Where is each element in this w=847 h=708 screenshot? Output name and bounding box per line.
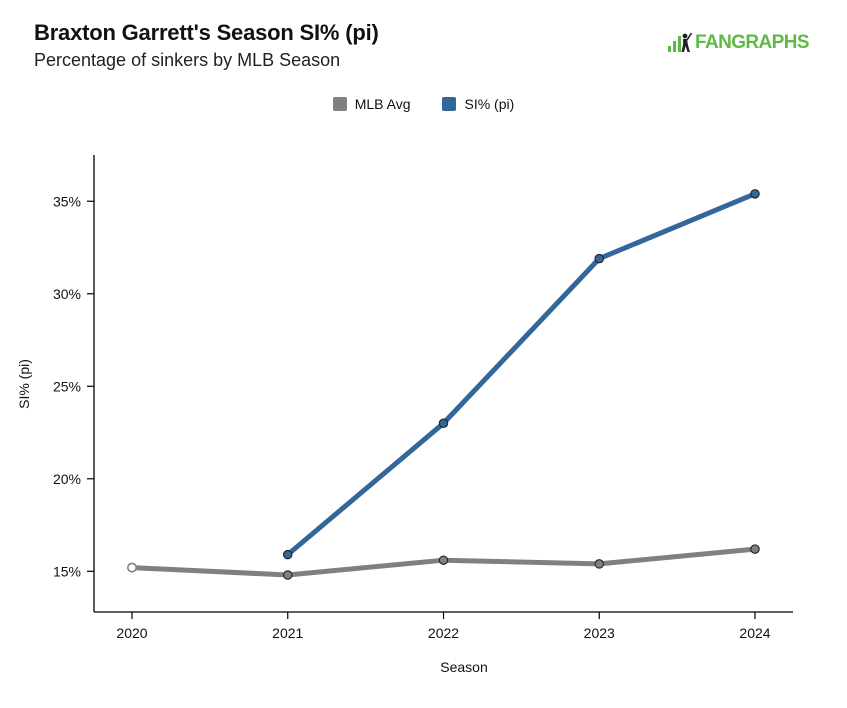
data-point-mlb-avg[interactable]: [438, 555, 449, 565]
legend-label-si-pi: SI% (pi): [464, 96, 515, 112]
data-point-si-pi[interactable]: [282, 549, 293, 560]
chart-subtitle: Percentage of sinkers by MLB Season: [34, 50, 341, 70]
x-tick-label: 2024: [739, 625, 770, 641]
x-axis-ticks: 2020 2021 2022 2023 2024: [116, 612, 771, 641]
x-tick-label: 2020: [116, 625, 147, 641]
fangraphs-logo-text: FANGRAPHS: [695, 32, 809, 53]
data-point-mlb-avg[interactable]: [594, 559, 604, 569]
data-point-mlb-avg[interactable]: [282, 570, 293, 580]
legend-swatch-si-pi: [442, 97, 457, 111]
y-tick-label: 15%: [53, 563, 81, 579]
chart-title: Braxton Garrett's Season SI% (pi): [34, 20, 379, 45]
data-point-si-pi[interactable]: [438, 418, 449, 429]
data-point-si-pi[interactable]: [750, 189, 760, 199]
fangraphs-logo-icon: [668, 32, 692, 52]
y-tick-label: 35%: [53, 193, 81, 209]
x-tick-label: 2021: [272, 625, 303, 641]
legend: MLB Avg SI% (pi): [0, 96, 847, 112]
data-point-mlb-avg[interactable]: [127, 562, 138, 573]
data-point-si-pi[interactable]: [594, 253, 604, 264]
y-axis-ticks: 15% 20% 25% 30% 35%: [53, 193, 94, 579]
x-tick-label: 2023: [584, 625, 615, 641]
x-axis-label: Season: [440, 659, 487, 675]
y-axis-label: SI% (pi): [16, 359, 32, 409]
legend-label-mlb-avg: MLB Avg: [354, 96, 411, 112]
legend-swatch-mlb-avg: [332, 97, 347, 111]
data-point-mlb-avg[interactable]: [750, 544, 760, 554]
y-tick-label: 30%: [53, 286, 81, 302]
y-tick-label: 25%: [53, 378, 81, 394]
legend-item-si-pi[interactable]: SI% (pi): [442, 96, 514, 112]
legend-item-mlb-avg[interactable]: MLB Avg: [332, 96, 411, 112]
fangraphs-logo[interactable]: FANGRAPHS: [668, 31, 809, 55]
series-line-si-pi: [285, 191, 758, 558]
series-points: [127, 189, 760, 580]
y-tick-label: 20%: [53, 471, 81, 487]
x-tick-label: 2022: [428, 625, 459, 641]
series-lines: [129, 191, 758, 578]
